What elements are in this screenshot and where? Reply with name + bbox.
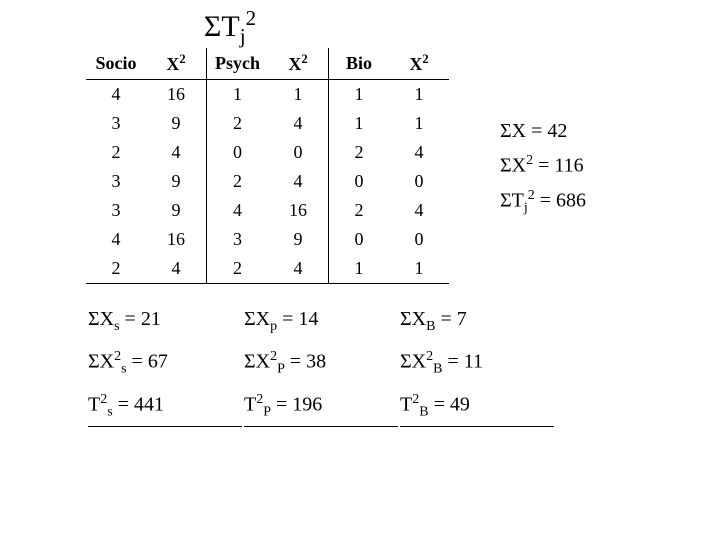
table-cell: 4 — [146, 254, 207, 284]
table-cell: 0 — [329, 167, 390, 196]
table-cell: 2 — [329, 138, 390, 167]
table-header-row: SocioX2PsychX2BioX2 — [86, 48, 449, 80]
summary-cell: T2B = 49 — [400, 386, 554, 428]
summary-cell: ΣX2B = 11 — [400, 343, 554, 384]
table-cell: 2 — [86, 254, 146, 284]
data-table: SocioX2PsychX2BioX2 41611113924112400243… — [86, 48, 449, 284]
table-cell: 4 — [146, 138, 207, 167]
side-total-line: ΣX2 = 116 — [500, 153, 586, 178]
table-row: 4163900 — [86, 225, 449, 254]
summary-cell: ΣXs = 21 — [88, 302, 242, 341]
table-cell: 1 — [389, 109, 449, 138]
table-cell: 3 — [86, 196, 146, 225]
column-summaries: ΣXs = 21ΣXp = 14ΣXB = 7ΣX2s = 67ΣX2P = 3… — [86, 300, 556, 429]
table-row: 4161111 — [86, 80, 449, 110]
table-cell: 2 — [207, 109, 269, 138]
table-cell: 1 — [268, 80, 329, 110]
table-cell: 2 — [207, 167, 269, 196]
summary-cell: ΣX2P = 38 — [244, 343, 398, 384]
table-cell: 4 — [268, 109, 329, 138]
side-total-line: ΣTj2 = 686 — [500, 188, 586, 217]
table-cell: 1 — [329, 109, 390, 138]
summary-cell: ΣX2s = 67 — [88, 343, 242, 384]
table-cell: 3 — [86, 109, 146, 138]
summary-row: ΣXs = 21ΣXp = 14ΣXB = 7 — [88, 302, 554, 341]
table-cell: 9 — [268, 225, 329, 254]
side-total-line: ΣX = 42 — [500, 120, 586, 143]
table-cell: 9 — [146, 109, 207, 138]
table-cell: 2 — [329, 196, 390, 225]
table-cell: 9 — [146, 196, 207, 225]
table-cell: 0 — [329, 225, 390, 254]
table-cell: 16 — [146, 80, 207, 110]
column-header: X2 — [268, 48, 329, 80]
summary-row: ΣX2s = 67ΣX2P = 38ΣX2B = 11 — [88, 343, 554, 384]
table-cell: 0 — [207, 138, 269, 167]
table-cell: 4 — [86, 225, 146, 254]
table-cell: 16 — [268, 196, 329, 225]
table-cell: 0 — [389, 225, 449, 254]
page-title: ΣTj2 — [0, 6, 460, 49]
table-cell: 1 — [329, 254, 390, 284]
table-cell: 2 — [86, 138, 146, 167]
table-cell: 1 — [389, 80, 449, 110]
summary-cell: ΣXp = 14 — [244, 302, 398, 341]
column-header: Bio — [329, 48, 390, 80]
table-row: 3941624 — [86, 196, 449, 225]
table-cell: 4 — [86, 80, 146, 110]
table-cell: 3 — [207, 225, 269, 254]
summary-row: T2s = 441T2P = 196T2B = 49 — [88, 386, 554, 428]
table-cell: 3 — [86, 167, 146, 196]
summary-cell: T2P = 196 — [244, 386, 398, 428]
summary-cell: T2s = 441 — [88, 386, 242, 428]
table-row: 240024 — [86, 138, 449, 167]
column-header: X2 — [146, 48, 207, 80]
table-cell: 4 — [268, 254, 329, 284]
table-cell: 1 — [207, 80, 269, 110]
table-cell: 1 — [329, 80, 390, 110]
side-totals: ΣX = 42 ΣX2 = 116 ΣTj2 = 686 — [500, 110, 586, 226]
table-cell: 16 — [146, 225, 207, 254]
table-row: 392400 — [86, 167, 449, 196]
table-cell: 1 — [389, 254, 449, 284]
table-cell: 4 — [207, 196, 269, 225]
table-cell: 0 — [389, 167, 449, 196]
table-cell: 4 — [389, 196, 449, 225]
table-cell: 0 — [268, 138, 329, 167]
table-cell: 4 — [389, 138, 449, 167]
table-row: 242411 — [86, 254, 449, 284]
summary-cell: ΣXB = 7 — [400, 302, 554, 341]
table-row: 392411 — [86, 109, 449, 138]
table-body: 4161111392411240024392400394162441639002… — [86, 80, 449, 284]
table-cell: 4 — [268, 167, 329, 196]
table-cell: 2 — [207, 254, 269, 284]
column-header: Socio — [86, 48, 146, 80]
column-header: X2 — [389, 48, 449, 80]
column-header: Psych — [207, 48, 269, 80]
table-cell: 9 — [146, 167, 207, 196]
